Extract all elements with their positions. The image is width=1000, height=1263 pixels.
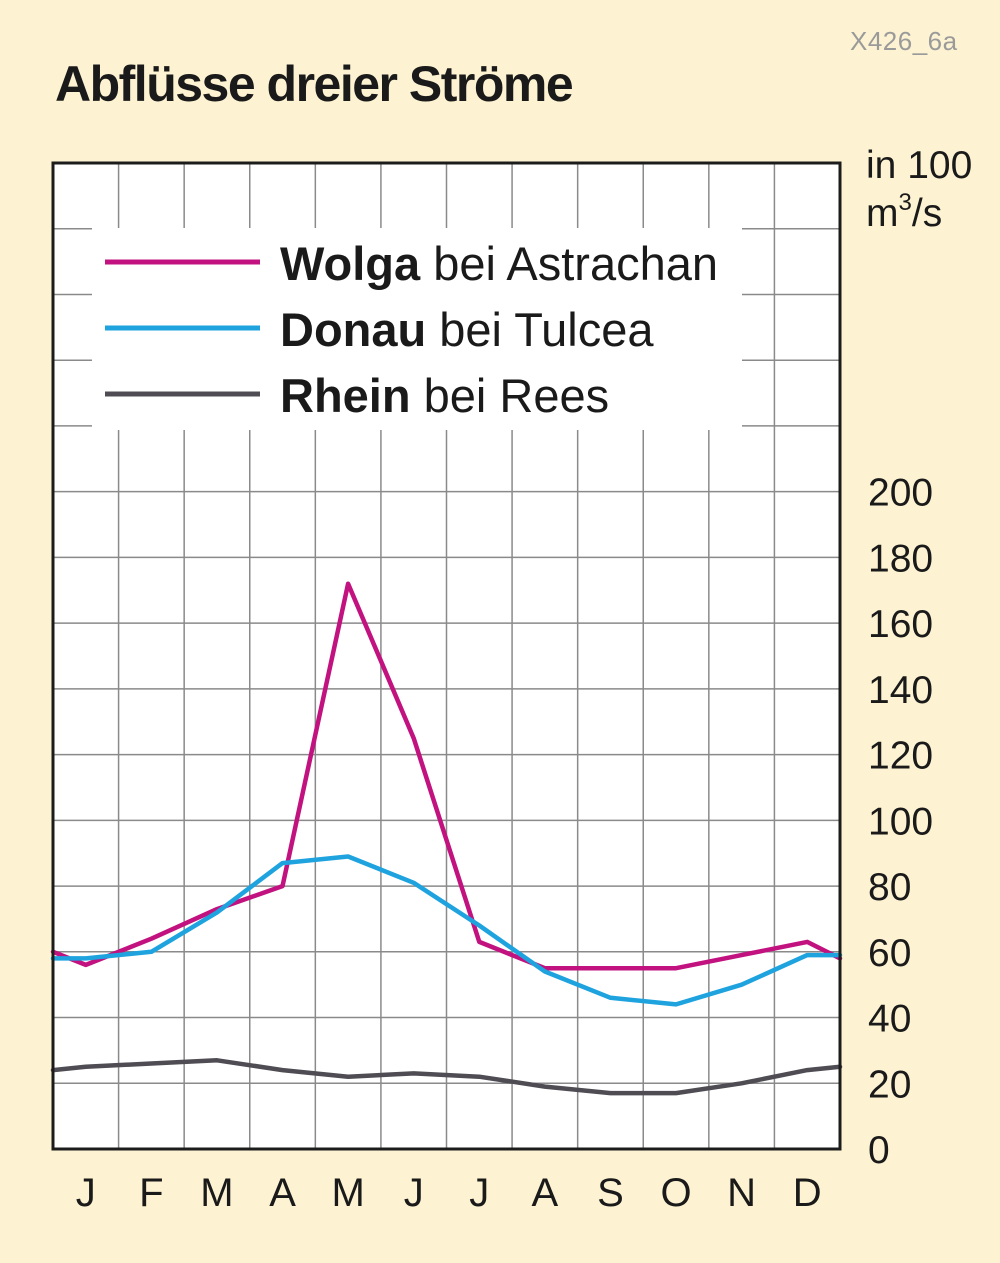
y-tick-label: 60: [868, 932, 911, 975]
y-tick-label: 140: [868, 669, 933, 712]
y-tick-label: 20: [868, 1063, 911, 1106]
x-tick-label: J: [469, 1171, 489, 1215]
y-axis-unit-base: m: [866, 192, 899, 235]
legend-series-suffix: bei Tulcea: [426, 303, 654, 356]
series-line-rhein: [50, 1058, 843, 1096]
legend-series-name: Wolga: [280, 237, 421, 290]
x-tick-label: M: [200, 1171, 233, 1215]
series-lines: [50, 581, 843, 1096]
legend-series-suffix: bei Rees: [411, 369, 610, 422]
plot-frame: [51, 161, 842, 1151]
legend-series-name: Donau: [280, 303, 426, 356]
x-tick-label: S: [597, 1171, 624, 1215]
y-axis-unit-line1: in 100: [866, 144, 972, 187]
y-tick-label: 160: [868, 603, 933, 646]
series-line-donau: [50, 854, 843, 1007]
x-tick-label: J: [76, 1171, 96, 1215]
legend-series-suffix: bei Astrachan: [420, 237, 718, 290]
y-axis-unit-tail: /s: [912, 192, 942, 235]
y-tick-label: 0: [868, 1129, 890, 1172]
x-tick-label: A: [269, 1171, 296, 1215]
legend-series-name: Rhein: [280, 369, 411, 422]
x-tick-label: M: [331, 1171, 364, 1215]
y-tick-label: 100: [868, 800, 933, 843]
legend-label-donau: Donau bei Tulcea: [280, 303, 654, 356]
x-tick-label: J: [404, 1171, 424, 1215]
x-tick-label: D: [793, 1171, 822, 1215]
figure-code: X426_6a: [850, 26, 958, 56]
x-tick-label: O: [660, 1171, 691, 1215]
chart-title: Abflüsse dreier Ströme: [55, 56, 574, 112]
y-axis-tick-labels: 0 20 40 60 80 100 120 140 160 180 200: [868, 472, 933, 1172]
y-tick-label: 120: [868, 735, 933, 778]
y-tick-label: 80: [868, 866, 911, 909]
y-tick-label: 200: [868, 472, 933, 515]
legend-label-rhein: Rhein bei Rees: [280, 369, 609, 422]
y-axis-unit-superscript: 3: [899, 189, 912, 216]
legend: Wolga bei Astrachan Donau bei Tulcea Rhein…: [92, 228, 742, 430]
y-tick-label: 180: [868, 537, 933, 580]
x-tick-label: A: [532, 1171, 559, 1215]
x-tick-label: N: [727, 1171, 756, 1215]
legend-label-wolga: Wolga bei Astrachan: [280, 237, 718, 290]
y-axis-unit-line2: m3/s: [866, 189, 942, 235]
x-tick-label: F: [139, 1171, 163, 1215]
series-line-wolga: [50, 581, 843, 971]
y-tick-label: 40: [868, 998, 911, 1041]
